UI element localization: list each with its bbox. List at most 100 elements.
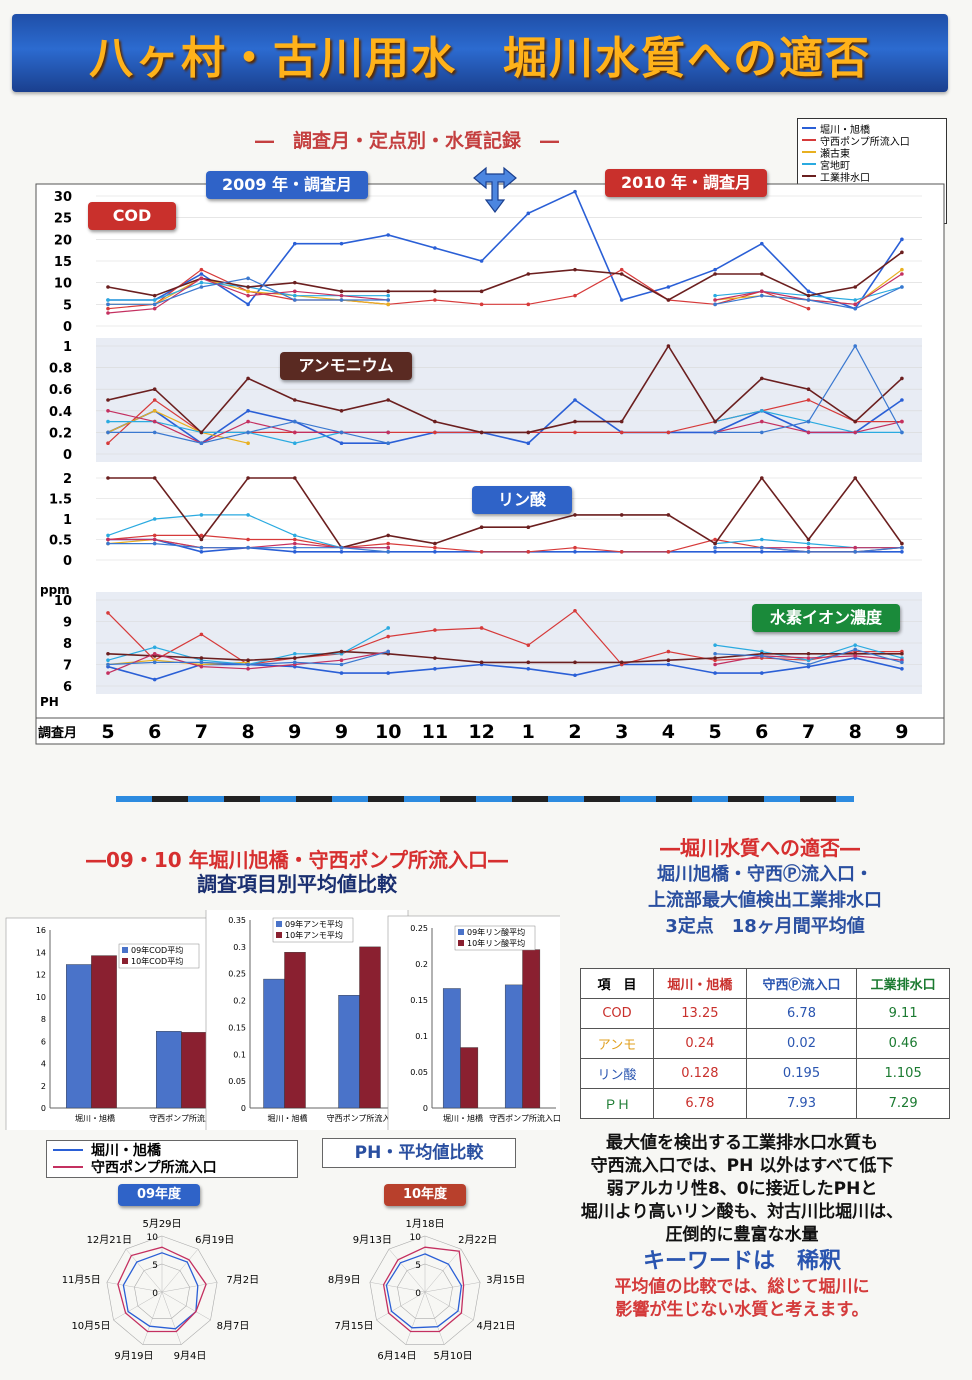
radar-axis-label: 11月5日 xyxy=(62,1274,101,1286)
data-point xyxy=(760,430,764,435)
data-point xyxy=(246,285,250,289)
data-point xyxy=(293,419,297,424)
bar xyxy=(359,946,381,1109)
data-point xyxy=(666,344,671,348)
data-point xyxy=(853,430,857,435)
x-tick-label: 守西ポンプ所流入口 xyxy=(489,1113,560,1123)
x-tick-label: 堀川・旭橋 xyxy=(75,1113,115,1123)
radar-axis-label: 6月19日 xyxy=(195,1234,234,1246)
data-point xyxy=(433,246,437,250)
month-label: 6 xyxy=(755,721,768,743)
data-point xyxy=(293,293,297,298)
data-point xyxy=(573,430,577,435)
data-point xyxy=(106,302,110,307)
data-point xyxy=(760,537,764,542)
data-point xyxy=(106,541,110,546)
data-point xyxy=(106,658,110,662)
y-tick-label: 0.15 xyxy=(410,996,428,1005)
radar-tick-label: 0 xyxy=(152,1289,158,1299)
data-point xyxy=(339,441,344,446)
y-tick-label: 0.25 xyxy=(410,924,428,933)
data-point xyxy=(199,537,204,542)
x-tick-label: 守西ポンプ所流入口 xyxy=(327,1113,399,1123)
data-point xyxy=(246,545,250,550)
radar-spoke xyxy=(142,1291,163,1345)
data-point xyxy=(479,302,484,307)
cell: 6.78 xyxy=(745,998,858,1029)
radar-spoke xyxy=(161,1248,199,1293)
month-label: 9 xyxy=(895,721,908,743)
month-label: 10 xyxy=(375,721,401,743)
data-point xyxy=(246,476,250,480)
data-point xyxy=(152,409,157,413)
y-tick-label: 0.05 xyxy=(410,1068,428,1077)
month-label: 5 xyxy=(708,721,721,743)
data-point xyxy=(152,430,157,435)
series-line-1 xyxy=(107,269,809,310)
y-tick-label: 0 xyxy=(63,554,72,569)
text-line: 圧倒的に豊富な水量 xyxy=(665,1225,819,1245)
data-point xyxy=(806,656,811,660)
data-point xyxy=(386,649,391,654)
data-point xyxy=(106,285,110,289)
summary-line3: 3定点 18ヶ月間平均値 xyxy=(665,916,865,937)
data-point xyxy=(900,651,904,656)
data-point xyxy=(199,656,204,660)
y-tick-label: 4 xyxy=(41,1060,46,1069)
row-label: リン酸 xyxy=(580,1058,654,1089)
data-point xyxy=(900,267,904,272)
data-point xyxy=(853,419,857,424)
data-point xyxy=(433,541,437,546)
data-point xyxy=(152,419,157,424)
data-point xyxy=(806,419,811,424)
bar xyxy=(263,978,285,1109)
radar-tick-label: 5 xyxy=(152,1261,158,1271)
data-point xyxy=(619,430,624,435)
bar xyxy=(284,952,306,1109)
bar-legend-label: 09年リン酸平均 xyxy=(467,927,525,937)
data-point xyxy=(666,662,671,667)
data-point xyxy=(573,513,577,517)
data-point xyxy=(713,662,717,667)
data-point xyxy=(760,476,764,480)
radar-grid xyxy=(397,1263,453,1319)
radar-axis-label: 9月19日 xyxy=(114,1350,153,1362)
data-point xyxy=(293,656,297,660)
y-tick-label: 10 xyxy=(36,993,46,1002)
data-point xyxy=(853,302,857,307)
data-point xyxy=(853,285,857,289)
data-point xyxy=(713,671,717,675)
bar xyxy=(65,964,92,1109)
data-point xyxy=(246,513,250,517)
data-point xyxy=(760,409,764,413)
radar-tick-label: 5 xyxy=(415,1261,421,1271)
radar-axis-label: 5月10日 xyxy=(433,1350,472,1362)
legend-item: 工業排水口 xyxy=(802,170,942,184)
data-point xyxy=(433,298,437,302)
data-point xyxy=(853,306,857,311)
data-point xyxy=(152,302,157,307)
data-point xyxy=(246,667,250,671)
bar-legend-swatch xyxy=(276,921,282,927)
data-point xyxy=(853,647,857,652)
y-tick-label: 14 xyxy=(36,948,46,957)
data-point xyxy=(106,651,110,656)
bar-legend-frame xyxy=(118,943,200,969)
data-point xyxy=(900,430,904,435)
conclusion-line: 影響が生じない水質と考えます。 xyxy=(615,1300,869,1320)
y-tick-label: 2 xyxy=(41,1082,46,1091)
month-label: 5 xyxy=(101,721,114,743)
y-tick-label: 0.05 xyxy=(228,1077,246,1086)
data-point xyxy=(713,293,717,298)
cell: 1.105 xyxy=(856,1058,950,1089)
data-point xyxy=(900,660,904,665)
data-point xyxy=(339,550,344,554)
data-point xyxy=(199,660,204,665)
summary-table: 項 目 堀川・旭橋 守西Ⓟ流入口 工業排水口 COD 13.25 6.78 9.… xyxy=(580,968,950,1119)
data-point xyxy=(479,259,484,263)
data-point xyxy=(666,550,671,554)
data-point xyxy=(106,311,110,315)
data-point xyxy=(713,298,717,302)
cell: 0.24 xyxy=(653,1028,747,1059)
radar-spoke xyxy=(424,1291,445,1345)
